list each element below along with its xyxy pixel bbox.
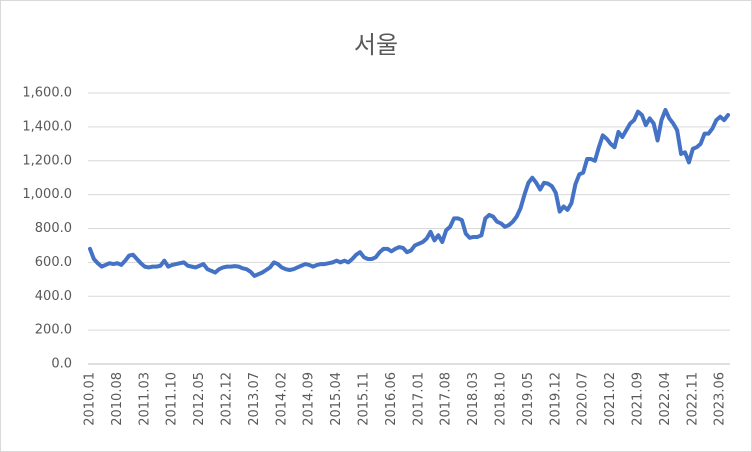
x-tick-label: 2023.06 — [713, 372, 728, 426]
x-tick-label: 2014.09 — [302, 372, 317, 426]
x-tick-label: 2011.03 — [137, 372, 152, 426]
y-tick-label: 0.0 — [51, 357, 72, 372]
y-tick-label: 400.0 — [35, 289, 72, 304]
x-tick-label: 2022.11 — [685, 372, 700, 426]
y-tick-label: 1,200.0 — [22, 153, 72, 168]
x-tick-label: 2016.06 — [384, 372, 399, 426]
x-tick-label: 2017.01 — [411, 372, 426, 426]
x-tick-label: 2020.07 — [576, 372, 591, 426]
x-tick-label: 2021.09 — [631, 372, 646, 426]
x-tick-label: 2015.11 — [356, 372, 371, 426]
x-tick-label: 2013.07 — [247, 372, 262, 426]
x-tick-label: 2011.10 — [165, 372, 180, 426]
chart-title: 서울 — [354, 31, 398, 59]
x-tick-label: 2018.10 — [493, 372, 508, 426]
data-line — [87, 107, 731, 278]
y-tick-label: 800.0 — [35, 221, 72, 236]
x-tick-label: 2012.05 — [192, 372, 207, 426]
x-tick-label: 2017.08 — [439, 372, 454, 426]
x-tick-label: 2019.05 — [521, 372, 536, 426]
y-tick-label: 1,600.0 — [22, 86, 72, 101]
x-tick-label: 2010.01 — [82, 372, 97, 426]
x-tick-label: 2012.12 — [219, 372, 234, 426]
y-tick-label: 1,000.0 — [22, 187, 72, 202]
x-tick-label: 2022.04 — [658, 372, 673, 426]
x-tick-label: 2014.02 — [274, 372, 289, 426]
x-tick-label: 2019.12 — [548, 372, 563, 426]
y-tick-label: 1,400.0 — [22, 119, 72, 134]
x-tick-label: 2010.08 — [110, 372, 125, 426]
y-tick-label: 200.0 — [35, 323, 72, 338]
x-tick-label: 2015.04 — [329, 372, 344, 426]
x-tick-label: 2018.03 — [466, 372, 481, 426]
x-tick-label: 2021.02 — [603, 372, 618, 426]
y-tick-label: 600.0 — [35, 255, 72, 270]
